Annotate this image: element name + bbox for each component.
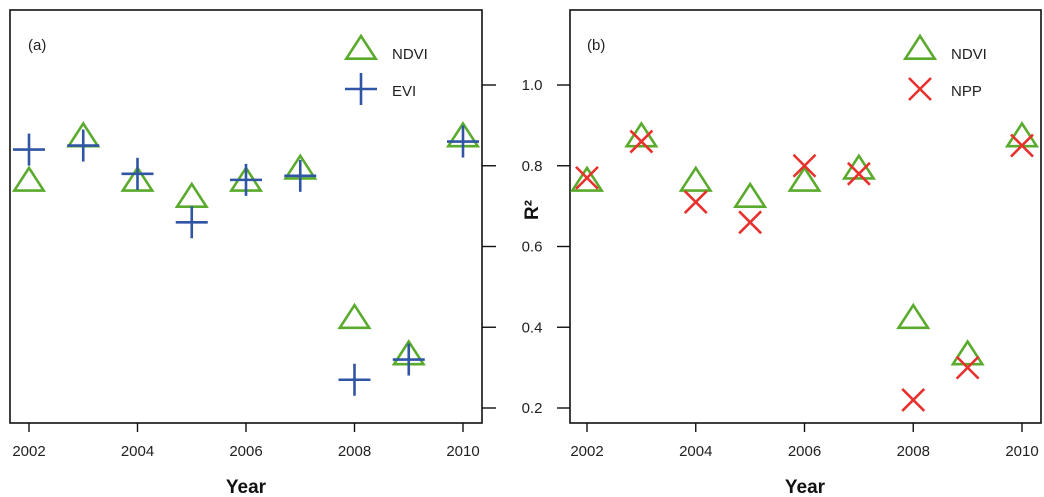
panel-a-evi-point [393,344,425,376]
panel-b-npp-point [685,191,707,213]
panel-b-legend-marker-2 [909,78,931,100]
panel-b-ndvi-point [953,342,982,365]
y-tick-label: 0.2 [522,400,543,417]
panel-a-legend-label-1: NDVI [392,46,428,63]
panel-a-x-tick-label: 2006 [229,443,262,460]
panel-a-evi-point [284,160,316,192]
panel-b-npp-point [848,163,870,185]
panel-b-x-tick-label: 2002 [570,443,603,460]
panel-a-x-tick-label: 2008 [338,443,371,460]
panel-b-ndvi-point [681,168,710,191]
panel-a-legend-evi-marker [345,73,377,105]
panel-b-x-axis: 2002 2004 2006 2008 2010 [570,423,1038,460]
panel-b-legend-marker-1 [905,36,934,59]
y-tick-label: 0.4 [522,319,543,336]
panel-a-legend-label-2: EVI [392,83,416,100]
panel-b-npp-point [902,389,924,411]
panel-b-x-axis-title: Year [785,477,826,497]
panel-a-x-tick-label: 2002 [12,443,45,460]
panel-a-evi-point [447,126,479,158]
panel-a-ndvi-point [14,168,43,191]
panel-a-legend-marker-1 [346,36,375,59]
panel-b-label: (b) [587,37,605,54]
y-axis-title: R² [522,200,543,220]
panel-b-legend-npp-marker [909,78,931,100]
panel-a-x-tick-label: 2010 [446,443,479,460]
panel-b-ndvi-point [735,184,764,207]
panel-a-x-axis-title: Year [226,477,267,497]
y-tick-label: 1.0 [522,77,543,94]
y-tick-label: 0.6 [522,239,543,256]
panel-b-x-tick-label: 2008 [897,443,930,460]
panel-b-plot-area [572,123,1036,410]
panel-b-npp-point [630,131,652,153]
panel-a-evi-point [176,206,208,238]
panel-b-frame [570,10,1041,423]
y-tick-label: 0.8 [522,158,543,175]
panel-b-x-tick-label: 2006 [788,443,821,460]
panel-a-legend-ndvi-marker [346,36,375,59]
panel-b-x-tick-label: 2010 [1005,443,1038,460]
panel-b-npp-point [739,211,761,233]
panel-b-ndvi-point [899,305,928,328]
panel-a: (a) Year 2002 2004 2006 2008 2010 NDVI EVI [10,10,482,497]
y-axis: 0.2 0.4 0.6 0.8 1.0 [482,77,570,417]
panel-a-label: (a) [28,37,46,54]
panel-a-evi-point [339,364,371,396]
panel-b: (b) Year 2002 2004 2006 2008 2010 NDVI NPP [570,10,1041,497]
panel-a-plot-area [13,123,479,395]
panel-b-npp-point [957,357,979,379]
panel-a-legend: NDVI EVI [345,36,428,105]
panel-b-ndvi-point [790,168,819,191]
panel-b-x-tick-label: 2004 [679,443,712,460]
panel-b-npp-point [794,155,816,177]
panel-a-legend-marker-2 [345,73,377,105]
panel-a-x-tick-label: 2004 [121,443,154,460]
panel-b-legend: NDVI NPP [905,36,987,100]
panel-a-x-axis: 2002 2004 2006 2008 2010 [12,423,479,460]
panel-a-ndvi-point [177,184,206,207]
panel-b-legend-label-2: NPP [951,83,982,100]
panel-a-frame [10,10,482,423]
panel-a-evi-point [67,130,99,162]
panel-b-legend-label-1: NDVI [951,46,987,63]
panel-b-legend-ndvi-marker [905,36,934,59]
panel-a-evi-point [13,134,45,166]
panel-a-ndvi-point [340,305,369,328]
